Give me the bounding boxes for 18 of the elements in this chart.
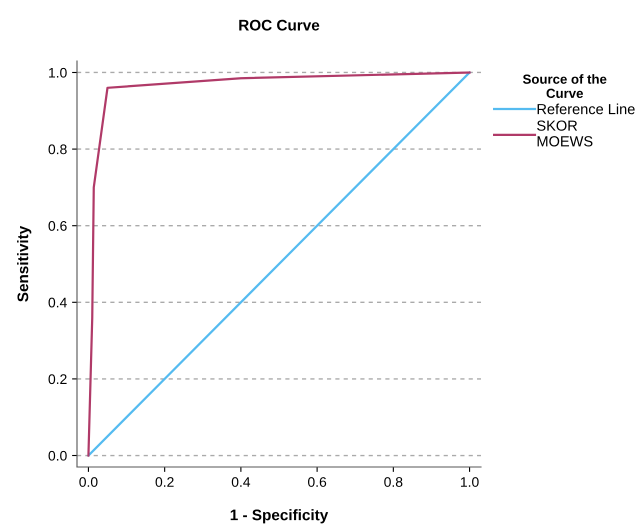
legend-label: Reference Line	[538, 104, 635, 114]
x-tick-label: 0.2	[156, 477, 174, 487]
y-tick-label: 0.4	[48, 298, 67, 308]
x-tick-label: 1.0	[460, 477, 479, 487]
y-tick-label: 1.0	[49, 68, 67, 78]
y-tick-label: 0.6	[48, 221, 67, 231]
y-tick-label: 0.8	[48, 144, 67, 154]
x-tick-label: 0.0	[79, 477, 98, 487]
x-tick-label: 0.6	[308, 477, 326, 487]
x-tick-label: 0.4	[232, 477, 250, 487]
legend-title: Source of the Curve	[522, 74, 606, 98]
legend-label: SKOR MOEWS	[537, 120, 592, 146]
x-axis-title: 1 - Specificity	[230, 509, 328, 524]
y-tick-label: 0.2	[48, 374, 67, 384]
y-tick-label: 0.0	[48, 450, 67, 461]
y-axis-title: Sensitivity	[17, 226, 32, 302]
chart-title: ROC Curve	[239, 20, 320, 31]
x-tick-label: 0.8	[384, 477, 402, 487]
